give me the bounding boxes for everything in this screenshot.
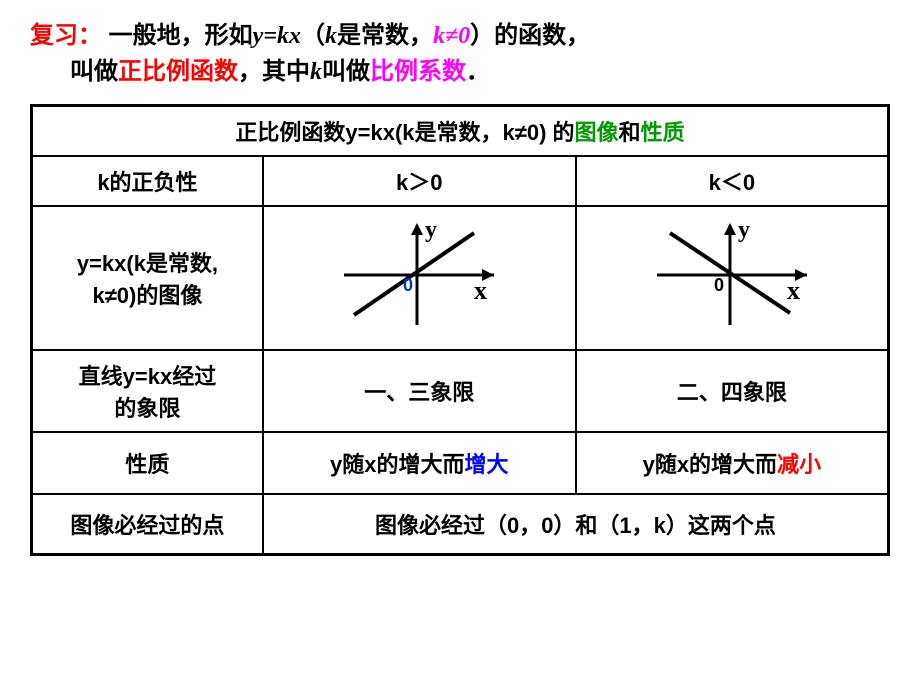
table-title-cell: 正比例函数y=kx(k是常数，k≠0) 的图像和性质 bbox=[32, 106, 889, 157]
intro-coefficient: 比例系数 bbox=[370, 58, 466, 85]
title-property: 性质 bbox=[641, 120, 685, 145]
x-label: x bbox=[474, 276, 487, 305]
title-and: 和 bbox=[619, 120, 641, 145]
y-label: y bbox=[738, 217, 750, 243]
prop-pos-b: 增大 bbox=[465, 452, 509, 477]
intro-k: k bbox=[325, 23, 337, 49]
origin-label: 0 bbox=[714, 275, 724, 295]
points-row: 图像必经过的点 图像必经过（0，0）和（1，k）这两个点 bbox=[32, 494, 889, 554]
x-label: x bbox=[787, 276, 800, 305]
y-arrow bbox=[411, 223, 423, 235]
sign-row: k的正负性 k＞0 k＜0 bbox=[32, 156, 889, 206]
title-text: 正比例函数y=kx(k是常数，k≠0) 的 bbox=[235, 120, 574, 145]
intro-text: 叫做 bbox=[322, 58, 370, 85]
table-title-row: 正比例函数y=kx(k是常数，k≠0) 的图像和性质 bbox=[32, 106, 889, 157]
intro-text: ，其中 bbox=[238, 58, 310, 85]
intro-formula: y=kx bbox=[253, 23, 301, 49]
quadrant-label: 直线y=kx经过 的象限 bbox=[32, 350, 263, 432]
property-row: 性质 y随x的增大而增大 y随x的增大而减小 bbox=[32, 432, 889, 494]
sign-positive: k＞0 bbox=[263, 156, 576, 206]
quadrant-label-l2: 的象限 bbox=[39, 391, 256, 423]
sign-label: k的正负性 bbox=[32, 156, 263, 206]
y-label: y bbox=[425, 217, 437, 243]
prop-neg-b: 减小 bbox=[777, 452, 821, 477]
quadrant-label-l1: 直线y=kx经过 bbox=[39, 359, 256, 391]
origin-label: 0 bbox=[403, 275, 413, 295]
intro-block: 复习： 一般地，形如y=kx（k是常数，k≠0）的函数， 叫做正比例函数，其中k… bbox=[30, 18, 890, 90]
graph-row: y=kx(k是常数, k≠0)的图像 x y 0 x bbox=[32, 206, 889, 350]
review-label: 复习： bbox=[30, 22, 102, 49]
intro-text: 一般地，形如 bbox=[109, 22, 253, 49]
y-arrow bbox=[724, 223, 736, 235]
property-label: 性质 bbox=[32, 432, 263, 494]
graph-positive-cell: x y 0 bbox=[263, 206, 576, 350]
sign-negative: k＜0 bbox=[576, 156, 889, 206]
quadrant-row: 直线y=kx经过 的象限 一、三象限 二、四象限 bbox=[32, 350, 889, 432]
properties-table: 正比例函数y=kx(k是常数，k≠0) 的图像和性质 k的正负性 k＞0 k＜0… bbox=[30, 104, 890, 556]
intro-proportional: 正比例函数 bbox=[118, 58, 238, 85]
property-positive: y随x的增大而增大 bbox=[263, 432, 576, 494]
graph-label: y=kx(k是常数, k≠0)的图像 bbox=[32, 206, 263, 350]
intro-text: ）的函数， bbox=[470, 22, 590, 49]
title-image: 图像 bbox=[575, 120, 619, 145]
negative-slope-graph: x y 0 bbox=[632, 215, 832, 335]
intro-k: k bbox=[310, 59, 322, 85]
points-label: 图像必经过的点 bbox=[32, 494, 263, 554]
positive-slope-graph: x y 0 bbox=[319, 215, 519, 335]
graph-label-l2: k≠0)的图像 bbox=[39, 278, 256, 310]
intro-text: 是常数， bbox=[337, 22, 433, 49]
property-negative: y随x的增大而减小 bbox=[576, 432, 889, 494]
intro-text: （ bbox=[301, 22, 325, 49]
prop-pos-a: y随x的增大而 bbox=[330, 452, 464, 477]
points-value: 图像必经过（0，0）和（1，k）这两个点 bbox=[263, 494, 889, 554]
graph-label-l1: y=kx(k是常数, bbox=[39, 246, 256, 278]
quadrant-negative: 二、四象限 bbox=[576, 350, 889, 432]
intro-line-1: 复习： 一般地，形如y=kx（k是常数，k≠0）的函数， bbox=[30, 18, 890, 54]
graph-negative-cell: x y 0 bbox=[576, 206, 889, 350]
intro-line-2: 叫做正比例函数，其中k叫做比例系数． bbox=[30, 54, 890, 90]
quadrant-positive: 一、三象限 bbox=[263, 350, 576, 432]
intro-kneq: k≠0 bbox=[433, 23, 470, 49]
intro-text: 叫做 bbox=[70, 58, 118, 85]
intro-text: ． bbox=[466, 58, 490, 85]
prop-neg-a: y随x的增大而 bbox=[643, 452, 777, 477]
